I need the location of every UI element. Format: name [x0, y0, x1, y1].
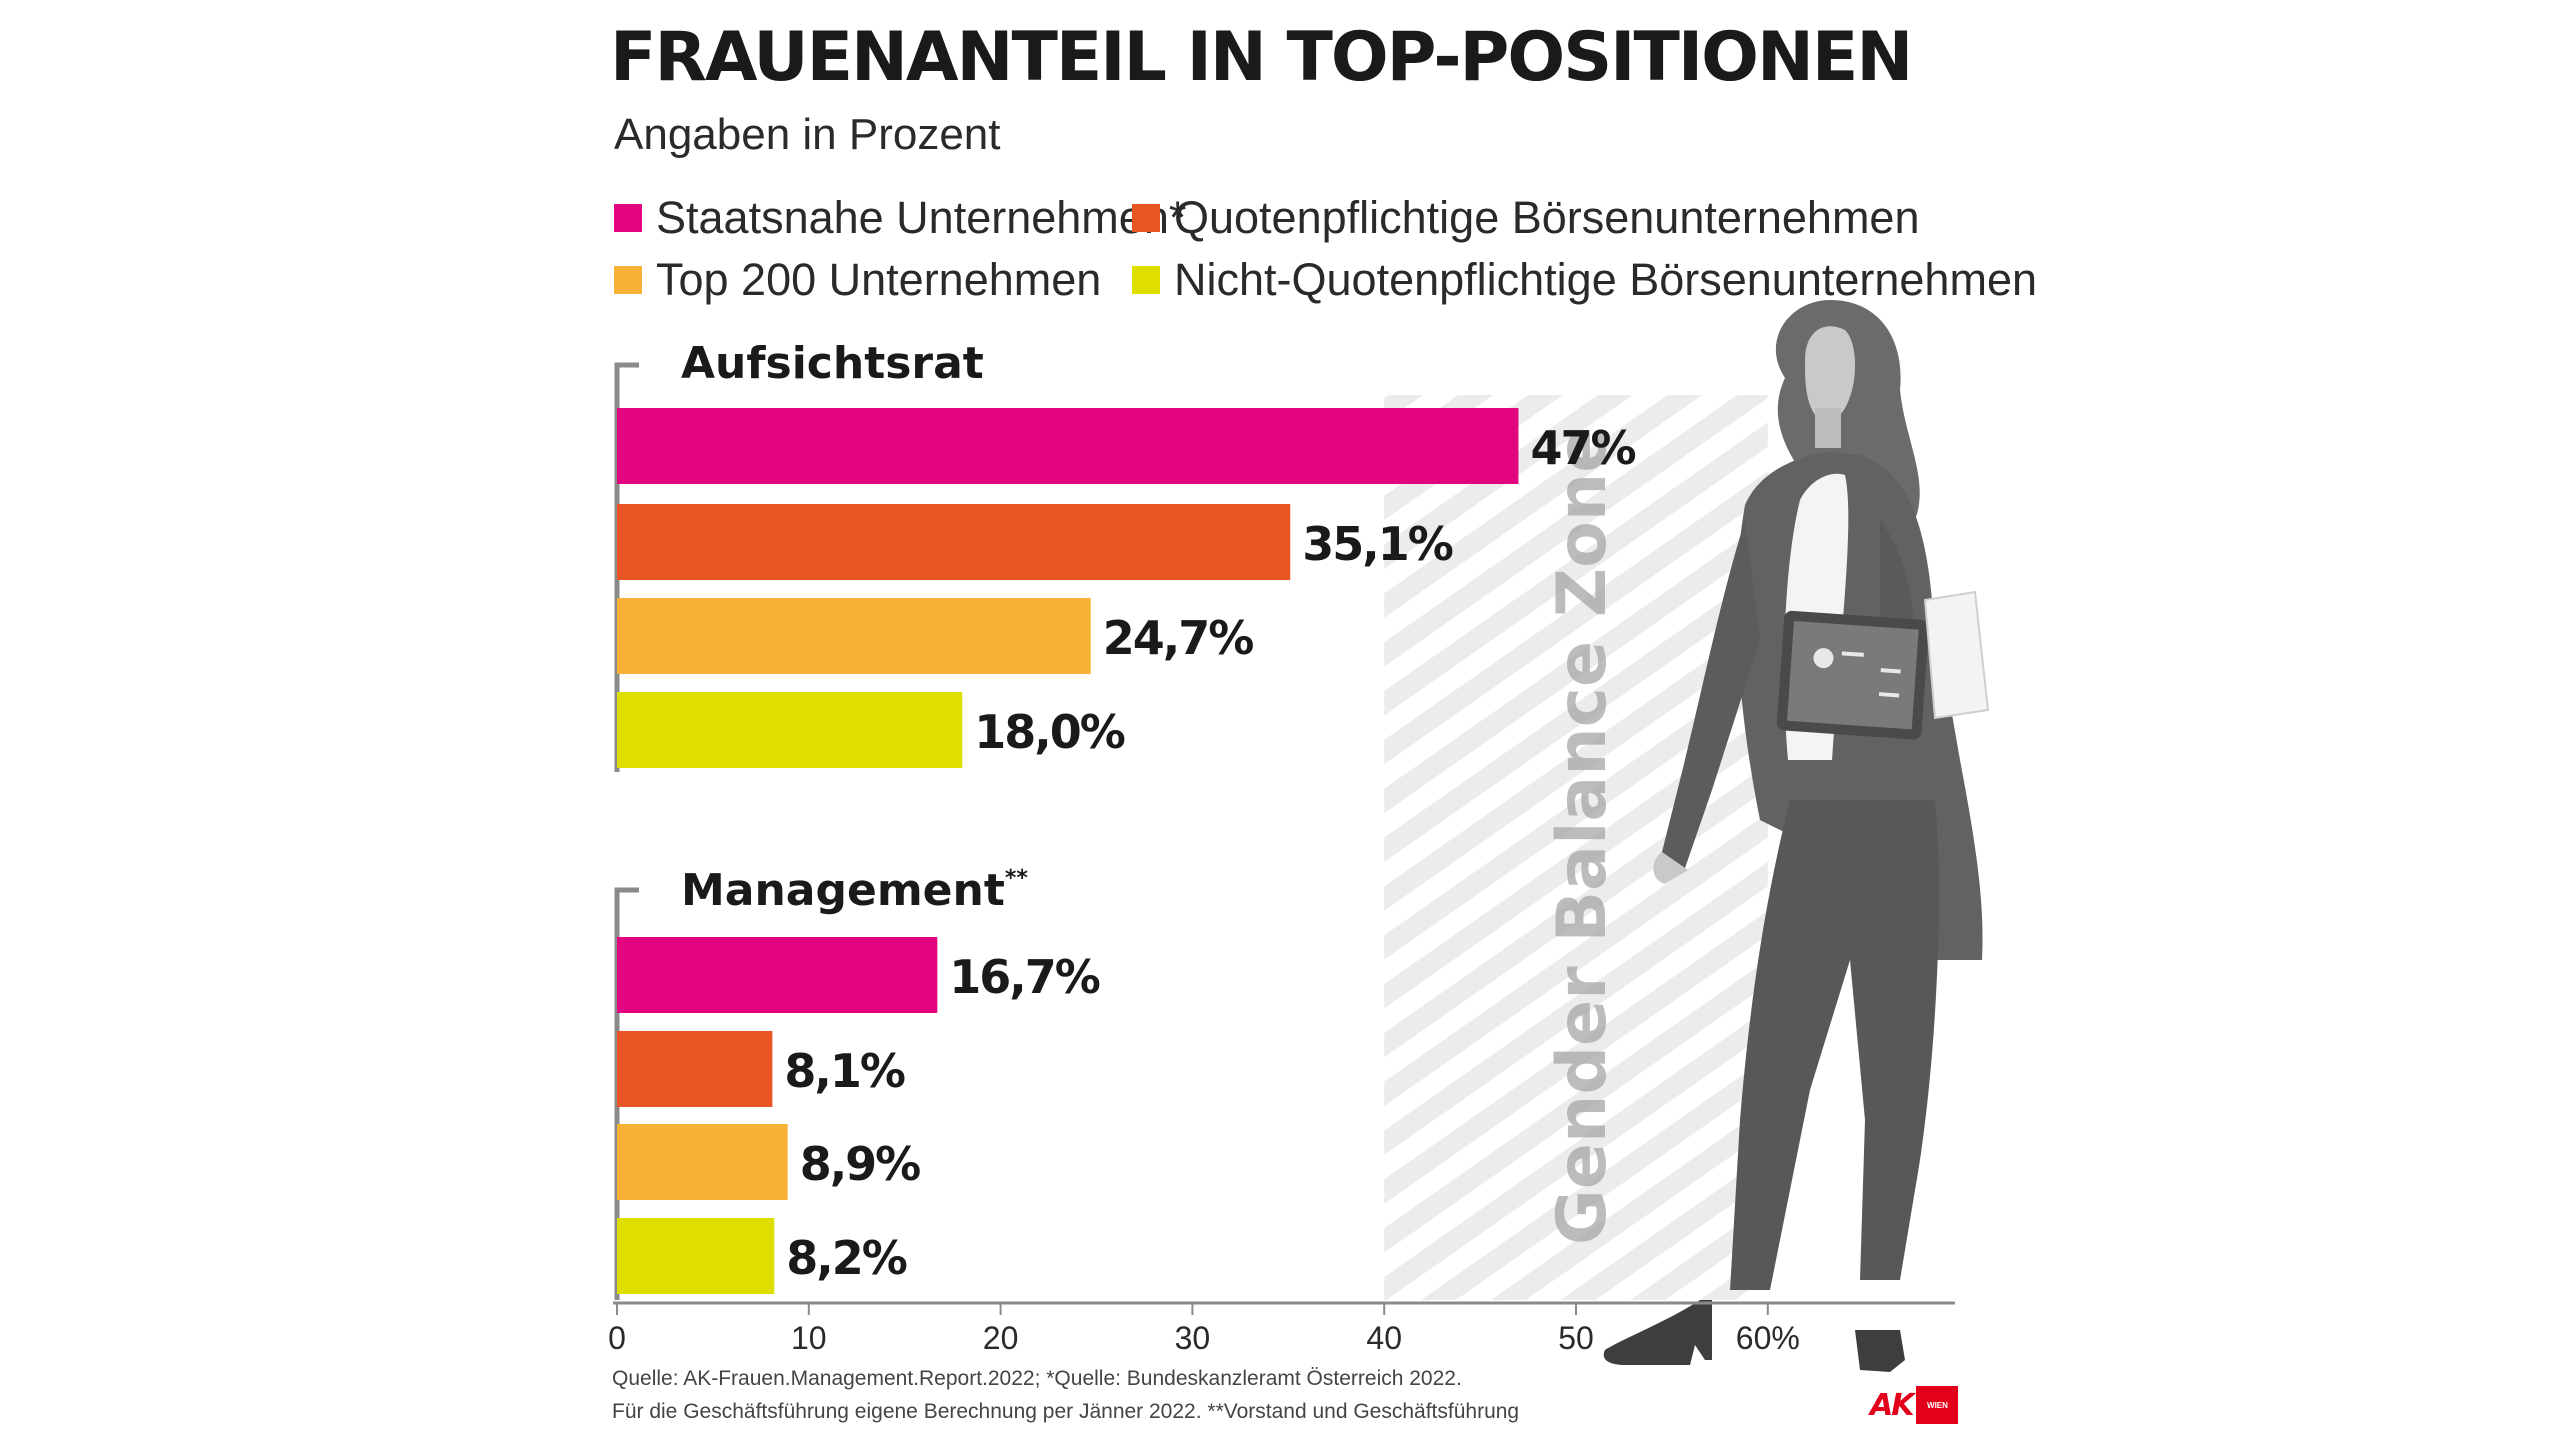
legend-item-nicht-quotenpflichtige: Nicht-Quotenpflichtige Börsenunternehmen [1132, 254, 2037, 306]
bar-value-label: 8,1% [784, 1044, 904, 1098]
chart-title: FRAUENANTEIL IN TOP-POSITIONEN [610, 18, 1913, 97]
legend-swatch [614, 266, 642, 294]
legend-swatch [1132, 204, 1160, 232]
bar-value-label: 8,2% [786, 1231, 906, 1285]
legend-item-staatsnahe: Staatsnahe Unternehmen* [614, 192, 1186, 244]
group-title: Aufsichtsrat [681, 338, 984, 389]
bar [617, 937, 938, 1013]
group-title-superscript: ** [1005, 866, 1029, 891]
bar-value-label: 35,1% [1302, 517, 1452, 571]
legend-label: Staatsnahe Unternehmen* [656, 192, 1187, 243]
zone-stripes [1384, 395, 1768, 1300]
legend-item-top200: Top 200 Unternehmen [614, 254, 1101, 306]
bar-value-label: 47% [1530, 421, 1635, 475]
footnote-note: Für die Geschäftsführung eigene Berechnu… [612, 1400, 1520, 1423]
businesswoman-illustration [1603, 300, 1990, 1372]
zone-label: Gender Balance Zone [1543, 427, 1622, 1245]
legend-label: Quotenpflichtige Börsenunternehmen [1174, 192, 1920, 243]
bar [617, 1218, 775, 1294]
x-tick-label: 60% [1736, 1320, 1800, 1356]
bar-value-label: 16,7% [949, 950, 1099, 1004]
x-tick-label: 40 [1366, 1320, 1402, 1356]
legend-label: Nicht-Quotenpflichtige Börsenunternehmen [1174, 254, 2037, 305]
legend-item-quotenpflichtige: Quotenpflichtige Börsenunternehmen [1132, 192, 1920, 244]
x-tick-label: 50 [1558, 1320, 1594, 1356]
legend-swatch [1132, 266, 1160, 294]
bar [617, 598, 1091, 674]
footnote-source: Quelle: AK-Frauen.Management.Report.2022… [612, 1367, 1462, 1390]
bar [617, 408, 1519, 484]
legend-swatch [614, 204, 642, 232]
legend-label: Top 200 Unternehmen [656, 254, 1102, 305]
group-title: Management** [681, 865, 1028, 916]
bar-value-label: 8,9% [800, 1137, 920, 1191]
bar-value-label: 18,0% [974, 705, 1124, 759]
bar [617, 1124, 788, 1200]
x-tick-label: 0 [608, 1320, 626, 1356]
bar [617, 1031, 773, 1107]
x-tick-label: 20 [983, 1320, 1019, 1356]
gender-balance-zone: Gender Balance Zone [1384, 395, 1768, 1300]
chart-subtitle: Angaben in Prozent [614, 110, 1001, 159]
bar-value-label: 24,7% [1103, 611, 1253, 665]
x-tick-label: 10 [791, 1320, 827, 1356]
bar [617, 692, 963, 768]
ak-logo: AK WIEN [1870, 1386, 1959, 1424]
logo-wien-box: WIEN [1916, 1386, 1959, 1424]
bar [617, 504, 1291, 580]
logo-ak-text: AK [1870, 1387, 1914, 1423]
x-tick-label: 30 [1175, 1320, 1211, 1356]
